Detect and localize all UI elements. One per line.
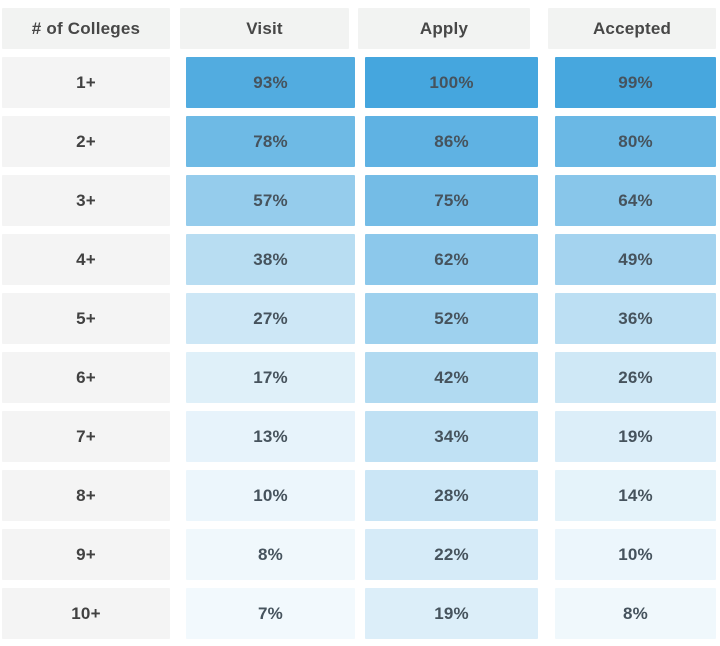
table-row: 7+ 13% 34% 19% [0,411,720,462]
heat-cell-apply: 52% [365,293,538,344]
heat-cell-visit: 93% [186,57,355,108]
heat-cell-visit: 27% [186,293,355,344]
heat-cell-accepted: 19% [555,411,716,462]
header-row: # of Colleges Visit Apply Accepted [0,8,720,49]
column-header-accepted: Accepted [548,8,716,49]
row-label: 7+ [2,411,170,462]
heat-cell-apply: 100% [365,57,538,108]
row-label: 2+ [2,116,170,167]
table-row: 10+ 7% 19% 8% [0,588,720,639]
heat-cell-accepted: 99% [555,57,716,108]
column-header-apply: Apply [358,8,530,49]
row-label: 1+ [2,57,170,108]
heat-cell-visit: 57% [186,175,355,226]
row-label: 10+ [2,588,170,639]
heat-cell-accepted: 64% [555,175,716,226]
heat-cell-accepted: 14% [555,470,716,521]
heat-cell-visit: 78% [186,116,355,167]
heat-cell-apply: 22% [365,529,538,580]
heat-cell-apply: 28% [365,470,538,521]
heat-cell-accepted: 8% [555,588,716,639]
table-row: 3+ 57% 75% 64% [0,175,720,226]
heat-cell-visit: 38% [186,234,355,285]
column-header-visit: Visit [180,8,349,49]
heat-cell-accepted: 36% [555,293,716,344]
table-row: 2+ 78% 86% 80% [0,116,720,167]
heat-cell-apply: 19% [365,588,538,639]
table-row: 6+ 17% 42% 26% [0,352,720,403]
heat-cell-accepted: 10% [555,529,716,580]
heat-cell-apply: 62% [365,234,538,285]
row-label: 5+ [2,293,170,344]
table-row: 5+ 27% 52% 36% [0,293,720,344]
heat-cell-visit: 10% [186,470,355,521]
heat-cell-accepted: 49% [555,234,716,285]
row-label: 4+ [2,234,170,285]
table-body: 1+ 93% 100% 99% 2+ 78% 86% 80% 3+ 57% 75… [0,57,720,639]
heat-cell-accepted: 26% [555,352,716,403]
heat-cell-apply: 75% [365,175,538,226]
heat-cell-apply: 86% [365,116,538,167]
table-row: 9+ 8% 22% 10% [0,529,720,580]
heatmap-table: # of Colleges Visit Apply Accepted 1+ 93… [0,8,720,646]
heat-cell-visit: 8% [186,529,355,580]
heat-cell-visit: 7% [186,588,355,639]
heat-cell-visit: 13% [186,411,355,462]
heat-cell-apply: 42% [365,352,538,403]
heat-cell-visit: 17% [186,352,355,403]
table-row: 4+ 38% 62% 49% [0,234,720,285]
row-label: 6+ [2,352,170,403]
row-label: 8+ [2,470,170,521]
heat-cell-apply: 34% [365,411,538,462]
table-row: 1+ 93% 100% 99% [0,57,720,108]
heat-cell-accepted: 80% [555,116,716,167]
row-header-label: # of Colleges [2,8,170,49]
table-row: 8+ 10% 28% 14% [0,470,720,521]
row-label: 9+ [2,529,170,580]
row-label: 3+ [2,175,170,226]
